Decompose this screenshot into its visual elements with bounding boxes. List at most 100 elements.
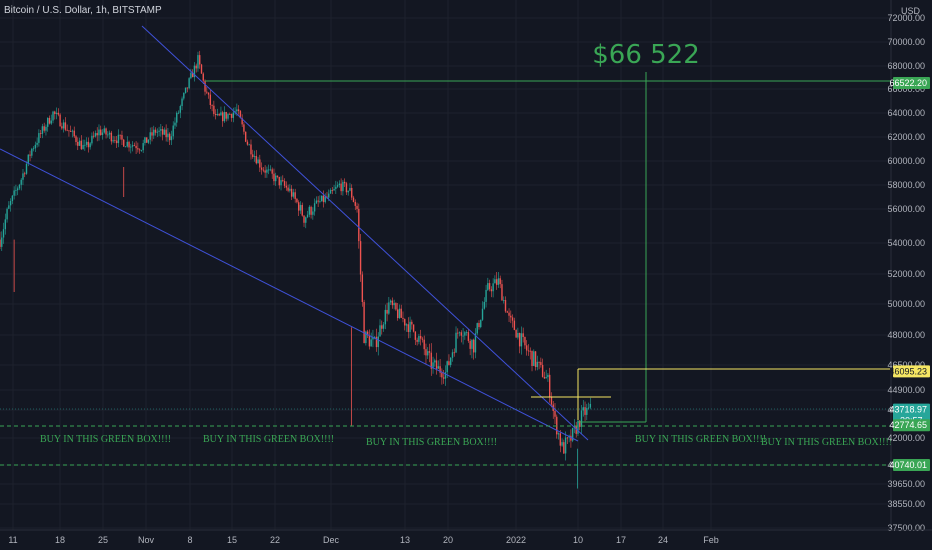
candle-body: [236, 109, 238, 112]
candle-body: [257, 159, 259, 164]
price-tick-label: 46500.00: [887, 360, 925, 370]
candle-body: [149, 132, 151, 140]
candle-body: [310, 206, 312, 215]
candle-body: [331, 190, 333, 191]
candle-body: [15, 190, 17, 191]
candle-body: [94, 133, 97, 137]
price-level-tag: [893, 76, 930, 89]
candle-body: [363, 301, 365, 344]
candle-body: [480, 319, 482, 328]
buy-box-label: BUY IN THIS GREEN BOX!!!!: [366, 437, 497, 448]
candle-body: [418, 335, 420, 342]
candle-body: [388, 302, 390, 314]
candle-body: [423, 339, 425, 350]
candle-body: [455, 332, 457, 353]
time-tick-label: 24: [658, 535, 668, 545]
candle-body: [580, 410, 583, 427]
candle-body: [52, 111, 54, 121]
candle-body: [232, 112, 235, 118]
price-tick-label: 60000.00: [887, 156, 925, 166]
candle-body: [0, 239, 1, 247]
time-tick-label: 20: [443, 535, 453, 545]
candle-body: [269, 169, 272, 171]
candle-body: [183, 92, 185, 99]
candle-body: [252, 154, 254, 157]
candle-body: [158, 130, 160, 132]
candle-body: [349, 187, 351, 191]
price-tick-label: 62000.00: [887, 132, 925, 142]
candle-body: [499, 278, 501, 285]
candle-body: [179, 106, 181, 113]
candle-body: [333, 188, 335, 191]
currency-label: USD: [900, 6, 920, 16]
candle-body: [554, 410, 556, 417]
candle-body: [396, 309, 399, 319]
candle-body: [526, 345, 528, 351]
buy-box-label: BUY IN THIS GREEN BOX!!!!: [635, 434, 766, 445]
candle-body: [395, 303, 397, 310]
candle-body: [579, 420, 581, 427]
price-level-tag: [893, 365, 930, 378]
candle-body: [458, 332, 461, 334]
price-level-tag: [893, 458, 930, 471]
candle-body: [8, 205, 10, 209]
chart-title: Bitcoin / U.S. Dollar, 1h, BITSTAMP: [4, 5, 162, 16]
candle-body: [557, 433, 560, 435]
candle-body: [425, 349, 427, 356]
candle-body: [32, 148, 35, 150]
candle-body: [464, 332, 466, 336]
candle-body: [540, 362, 542, 365]
candle-body: [301, 204, 303, 216]
candle-body: [313, 203, 316, 212]
candle-body: [404, 318, 406, 326]
price-axis[interactable]: 72000.00 70000.00 68000.00 66000.00 64000.00…: [887, 0, 930, 533]
candle-body: [534, 351, 537, 368]
candle-body: [442, 377, 445, 379]
candle-body: [510, 315, 512, 318]
candle-body: [230, 114, 233, 118]
candle-body: [584, 407, 586, 415]
candle-body: [153, 129, 155, 136]
candle-body: [13, 190, 15, 196]
candle-body: [244, 131, 247, 142]
candle-body: [144, 137, 146, 144]
candle-body: [428, 351, 431, 353]
candle-body: [78, 140, 81, 146]
candle-body: [47, 117, 49, 127]
candle-body: [20, 179, 22, 185]
candle-body: [276, 175, 279, 177]
candle-body: [165, 129, 167, 138]
candle-body: [278, 176, 280, 186]
candle-body: [214, 113, 217, 116]
candle-body: [108, 132, 111, 135]
candle-body: [48, 117, 51, 124]
candle-body: [352, 197, 355, 202]
candle-body: [121, 135, 123, 140]
candle-body: [43, 126, 45, 131]
candle-body: [548, 374, 551, 398]
candle-body: [142, 143, 144, 151]
candle-body: [213, 105, 215, 114]
candle-body: [559, 433, 561, 446]
candle-body: [207, 92, 210, 95]
candle-body: [98, 129, 100, 136]
price-tick-label: 42000.00: [887, 433, 925, 443]
candle-body: [45, 126, 47, 131]
candle-body: [271, 169, 273, 174]
candle-body: [427, 351, 429, 356]
candle-body: [138, 149, 141, 151]
candle-body: [469, 340, 471, 349]
candle-body: [476, 323, 478, 334]
candle-body: [448, 361, 450, 365]
candle-body: [365, 331, 367, 344]
candle-body: [181, 98, 183, 107]
candle-body: [485, 289, 487, 302]
candle-body: [54, 111, 56, 114]
time-axis[interactable]: 11 18 25 Nov 8 15 22 Dec 13 20 2022 10 17 24 Feb: [0, 529, 932, 545]
candle-body: [167, 133, 169, 138]
candle-body: [351, 187, 353, 198]
price-level-tag: [893, 419, 930, 432]
candle-body: [366, 331, 369, 336]
